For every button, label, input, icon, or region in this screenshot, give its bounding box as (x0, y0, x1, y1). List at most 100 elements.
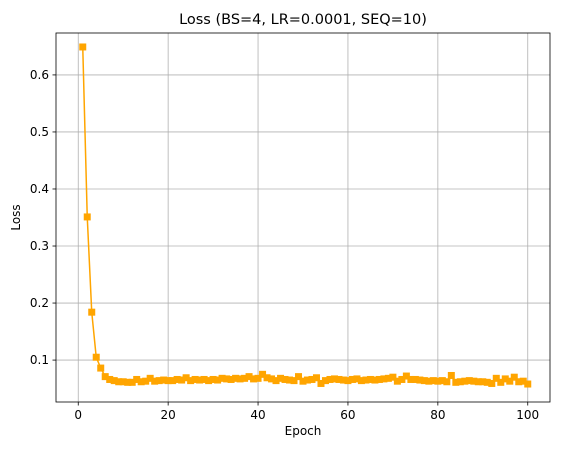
loss-point (326, 375, 334, 383)
loss-point (411, 375, 419, 383)
chart-title: Loss (BS=4, LR=0.0001, SEQ=10) (179, 12, 427, 28)
loss-point (236, 375, 244, 383)
x-tick-label: 80 (430, 408, 445, 422)
x-tick-label: 0 (74, 408, 82, 422)
loss-point (110, 377, 118, 385)
loss-point (299, 377, 307, 385)
loss-point (151, 377, 159, 385)
loss-point (353, 375, 361, 383)
loss-point (402, 372, 410, 380)
loss-point (479, 378, 487, 386)
y-tick-label: 0.3 (30, 239, 49, 253)
grid-lines (56, 33, 550, 402)
loss-point (295, 373, 303, 381)
loss-point (339, 376, 347, 384)
loss-point (456, 378, 464, 386)
loss-point (357, 377, 365, 385)
loss-point (506, 377, 514, 385)
loss-point (425, 377, 433, 385)
loss-point (218, 374, 226, 382)
series-markers (79, 43, 532, 388)
loss-point (330, 375, 338, 383)
loss-point (362, 376, 370, 384)
loss-point (407, 375, 415, 383)
loss-point (384, 374, 392, 382)
loss-point (380, 375, 388, 383)
loss-point (290, 377, 298, 385)
loss-point (263, 374, 271, 382)
loss-point (277, 374, 285, 382)
loss-point (308, 375, 316, 383)
axes: 0 20 40 60 80 100 0.1 0.2 0.3 0.4 0.5 0.6 (30, 68, 539, 422)
loss-point (214, 376, 222, 384)
loss-point (461, 377, 469, 385)
loss-point (317, 379, 325, 387)
loss-point (452, 378, 460, 386)
loss-point (232, 374, 240, 382)
loss-point (268, 375, 276, 383)
loss-point (137, 378, 145, 386)
loss-point (420, 377, 428, 385)
y-tick-label: 0.6 (30, 68, 49, 82)
loss-point (524, 380, 532, 388)
x-tick-label: 40 (250, 408, 265, 422)
loss-point (393, 377, 401, 385)
loss-point (416, 376, 424, 384)
loss-point (142, 377, 150, 385)
loss-point (83, 213, 91, 221)
loss-point (335, 375, 343, 383)
loss-point (259, 370, 267, 378)
loss-point (465, 377, 473, 385)
loss-point (474, 378, 482, 386)
loss-point (447, 371, 455, 379)
loss-point (470, 377, 478, 385)
x-tick-label: 60 (340, 408, 355, 422)
y-axis-label: Loss (9, 204, 23, 230)
y-tick-label: 0.2 (30, 296, 49, 310)
loss-point (250, 375, 258, 383)
x-axis-label: Epoch (285, 424, 322, 438)
x-tick-label: 20 (161, 408, 176, 422)
loss-point (205, 377, 213, 385)
loss-point (281, 375, 289, 383)
loss-point (510, 373, 518, 381)
loss-point (344, 377, 352, 385)
loss-point (97, 364, 105, 372)
loss-point (348, 375, 356, 383)
loss-point (223, 375, 231, 383)
loss-point (133, 375, 141, 383)
loss-point (88, 308, 96, 316)
loss-point (155, 377, 163, 385)
plot-frame (55, 32, 551, 403)
loss-point (515, 378, 523, 386)
loss-point (321, 377, 329, 385)
loss-point (169, 377, 177, 385)
loss-point (501, 375, 509, 383)
loss-point (286, 376, 294, 384)
loss-point (146, 374, 154, 382)
loss-point (443, 378, 451, 386)
loss-point (312, 374, 320, 382)
loss-point (164, 377, 172, 385)
loss-point (124, 378, 132, 386)
loss-point (115, 378, 123, 386)
loss-point (434, 377, 442, 385)
loss-point (178, 376, 186, 384)
loss-point (497, 378, 505, 386)
loss-point (92, 353, 100, 361)
loss-point (101, 373, 109, 381)
loss-point (303, 376, 311, 384)
y-tick-label: 0.1 (30, 353, 49, 367)
x-tick-label: 100 (516, 408, 539, 422)
loss-point (106, 375, 114, 383)
loss-point (483, 378, 491, 386)
loss-point (160, 376, 168, 384)
loss-point (429, 377, 437, 385)
loss-point (119, 378, 127, 386)
loss-point (128, 378, 136, 386)
loss-point (79, 43, 87, 51)
loss-point (196, 376, 204, 384)
loss-point (191, 375, 199, 383)
